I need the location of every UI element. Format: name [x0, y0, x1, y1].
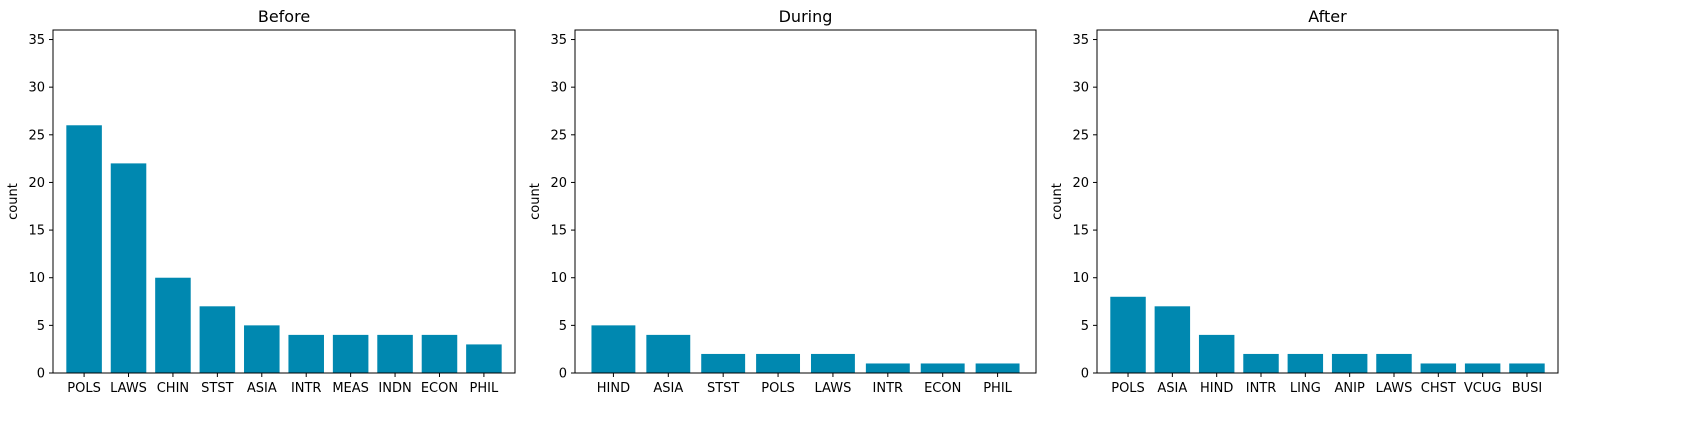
y-tick-label: 35 — [28, 33, 45, 48]
x-tick-label: VCUG — [1464, 381, 1502, 396]
x-tick-label: POLS — [1111, 381, 1145, 396]
y-tick-label: 25 — [550, 128, 567, 143]
bar-busi — [1509, 363, 1545, 373]
y-tick-label: 15 — [28, 224, 45, 239]
bar-laws — [1376, 353, 1412, 373]
bar-laws — [810, 353, 855, 373]
bar-chst — [1420, 363, 1457, 373]
y-tick-label: 30 — [28, 81, 45, 96]
plot-frame — [52, 29, 516, 374]
y-tick-label: 25 — [1072, 128, 1089, 143]
y-tick-label: 20 — [28, 176, 45, 191]
plot-frame — [574, 29, 1037, 374]
x-tick-label: MEAS — [332, 381, 369, 396]
bar-econ — [421, 334, 458, 373]
x-tick-label: LAWS — [815, 381, 852, 396]
bar-chin — [155, 277, 191, 373]
x-tick-label: ECON — [421, 381, 458, 396]
y-axis-label: count — [528, 183, 543, 220]
y-tick-label: 5 — [37, 319, 45, 334]
y-tick-label: 5 — [559, 319, 567, 334]
y-tick-label: 5 — [1081, 319, 1089, 334]
x-tick-label: POLS — [761, 381, 795, 396]
chart-title: Before — [258, 7, 310, 26]
bar-vcug — [1464, 363, 1501, 373]
x-tick-label: INTR — [1246, 381, 1277, 396]
x-tick-label: ASIA — [653, 381, 683, 396]
x-tick-label: ANIP — [1335, 381, 1365, 396]
bar-pols — [1110, 296, 1146, 373]
x-tick-label: INTR — [291, 381, 322, 396]
y-tick-label: 0 — [559, 367, 567, 382]
x-tick-label: INTR — [873, 381, 904, 396]
y-tick-label: 15 — [1072, 224, 1089, 239]
x-tick-label: POLS — [67, 381, 101, 396]
bar-phil — [466, 344, 502, 373]
bar-meas — [332, 334, 369, 373]
bar-stst — [701, 353, 746, 373]
bar-hind — [591, 325, 636, 373]
chart-title: During — [779, 7, 833, 26]
plot-frame — [1096, 29, 1559, 374]
bar-intr — [865, 363, 910, 373]
y-tick-label: 35 — [550, 33, 567, 48]
bar-laws — [110, 163, 147, 373]
x-tick-label: STST — [707, 381, 739, 396]
bar-ling — [1287, 353, 1324, 373]
y-tick-label: 10 — [28, 271, 45, 286]
bar-hind — [1198, 334, 1235, 373]
chart-panel-during: During count 0 5 10 15 20 25 30 35 HIND ASIA STST POL… — [528, 7, 1037, 396]
y-tick-label: 0 — [37, 367, 45, 382]
x-tick-label: PHIL — [470, 381, 499, 396]
y-tick-label: 30 — [1072, 81, 1089, 96]
x-tick-label: CHST — [1421, 381, 1456, 396]
bar-asia — [646, 334, 691, 373]
y-tick-label: 20 — [1072, 176, 1089, 191]
bar-pols — [756, 353, 801, 373]
bar-econ — [920, 363, 965, 373]
x-tick-label: ASIA — [247, 381, 277, 396]
x-tick-label: PHIL — [983, 381, 1012, 396]
y-tick-label: 20 — [550, 176, 567, 191]
bar-intr — [1243, 353, 1279, 373]
y-tick-label: 10 — [550, 271, 567, 286]
bar-stst — [199, 306, 236, 373]
bar-pols — [66, 125, 102, 374]
x-tick-label: CHIN — [157, 381, 189, 396]
chart-title: After — [1308, 7, 1347, 26]
x-tick-label: BUSI — [1512, 381, 1543, 396]
y-tick-label: 10 — [1072, 271, 1089, 286]
bar-intr — [288, 334, 324, 373]
x-tick-label: ECON — [924, 381, 961, 396]
x-tick-label: STST — [201, 381, 233, 396]
chart-panel-before: Before count 0 5 10 15 20 25 30 35 POLS LAWS CHIN STS… — [6, 7, 516, 396]
x-tick-label: LING — [1290, 381, 1321, 396]
y-tick-label: 25 — [28, 128, 45, 143]
bar-indn — [377, 334, 413, 373]
x-tick-label: HIND — [597, 381, 630, 396]
bar-anip — [1331, 353, 1368, 373]
y-tick-label: 30 — [550, 81, 567, 96]
bar-phil — [975, 363, 1020, 373]
y-axis-label: count — [6, 183, 21, 220]
y-axis-label: count — [1050, 183, 1065, 220]
x-tick-label: LAWS — [1376, 381, 1413, 396]
y-tick-label: 0 — [1081, 367, 1089, 382]
chart-panel-after: After count 0 5 10 15 20 25 30 35 POLS ASIA HIND INTR… — [1050, 7, 1559, 396]
y-tick-label: 15 — [550, 224, 567, 239]
bar-asia — [244, 325, 280, 373]
bar-asia — [1154, 306, 1191, 373]
x-tick-label: ASIA — [1157, 381, 1187, 396]
x-tick-label: HIND — [1200, 381, 1233, 396]
y-tick-label: 35 — [1072, 33, 1089, 48]
x-tick-label: LAWS — [110, 381, 147, 396]
x-tick-label: INDN — [378, 381, 411, 396]
